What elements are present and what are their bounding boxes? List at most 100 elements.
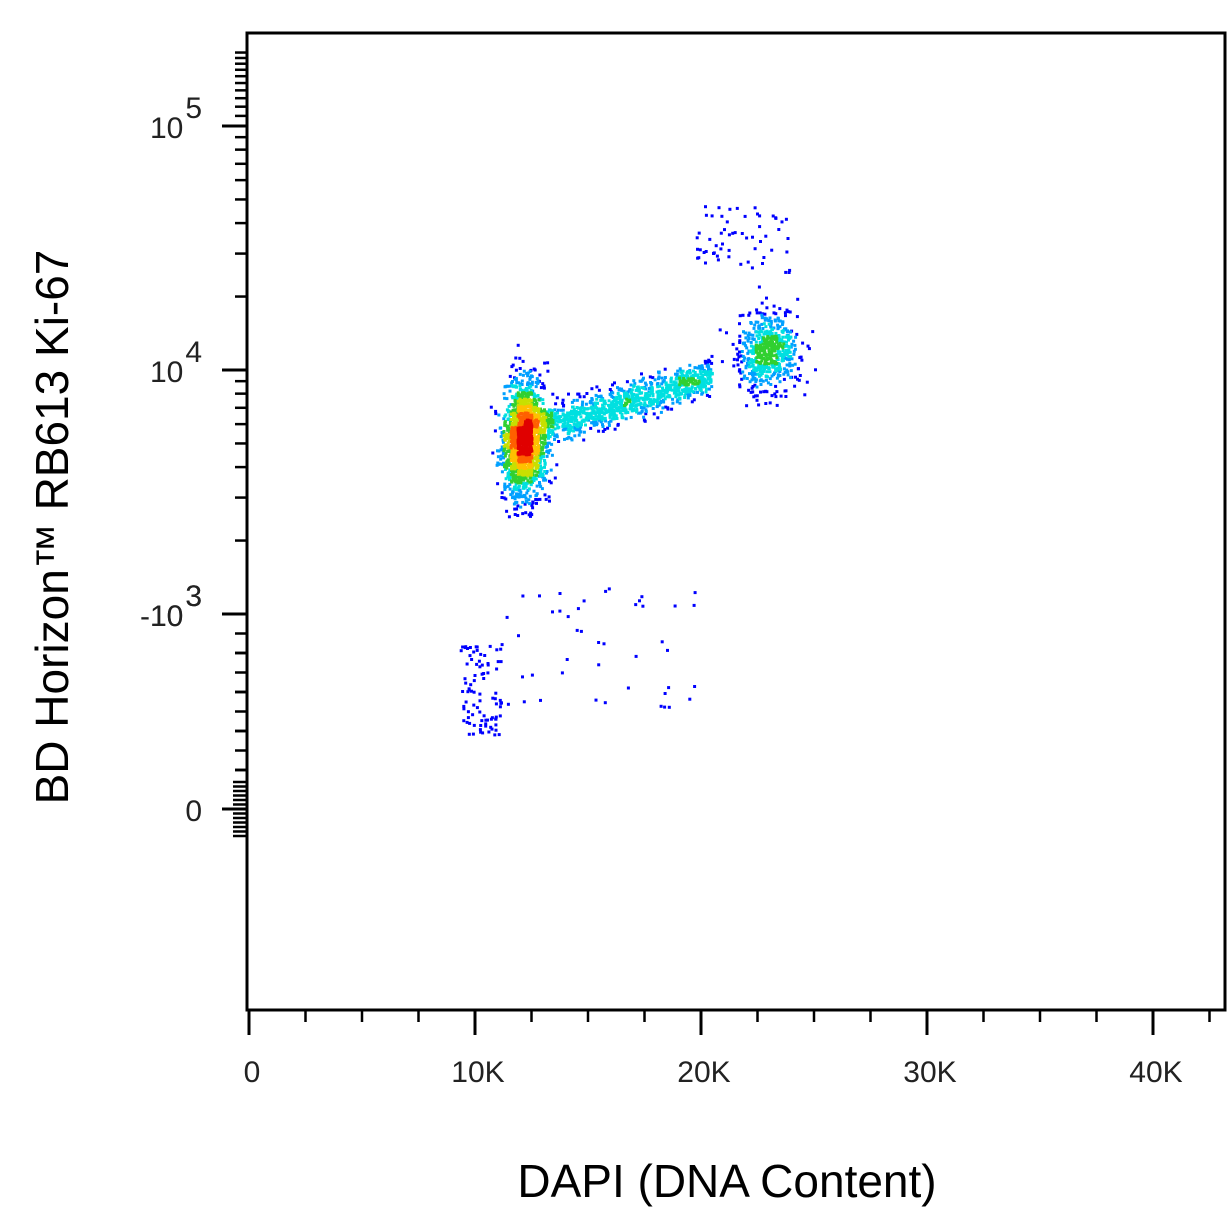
- event-point: [570, 438, 574, 442]
- event-point: [503, 385, 507, 389]
- event-point: [510, 441, 514, 445]
- event-point: [710, 354, 714, 358]
- event-point: [797, 378, 801, 382]
- event-point: [471, 713, 475, 717]
- event-point: [528, 422, 532, 426]
- event-point: [653, 378, 657, 382]
- event-point: [657, 403, 661, 407]
- event-point: [549, 481, 553, 485]
- event-point: [522, 476, 526, 480]
- event-point: [765, 296, 768, 300]
- event-point: [528, 442, 532, 446]
- event-point: [520, 406, 523, 410]
- event-point: [531, 476, 534, 480]
- event-point: [517, 484, 521, 488]
- event-point: [597, 641, 601, 644]
- event-point: [534, 477, 537, 481]
- event-point: [644, 387, 648, 391]
- event-point: [504, 423, 508, 427]
- event-point: [572, 398, 576, 402]
- event-point: [579, 629, 583, 633]
- event-point: [541, 474, 545, 478]
- event-point: [678, 383, 682, 387]
- event-point: [544, 497, 548, 501]
- event-point: [639, 406, 643, 409]
- y-tick-label-exponent: 4: [185, 336, 202, 369]
- event-point: [674, 381, 678, 385]
- event-point: [738, 383, 742, 387]
- event-point: [626, 400, 630, 404]
- event-point: [670, 388, 674, 392]
- event-point: [538, 453, 541, 457]
- event-point: [792, 339, 796, 343]
- event-point: [499, 660, 503, 664]
- event-point: [807, 347, 811, 351]
- event-point: [738, 368, 742, 372]
- event-point: [762, 356, 766, 360]
- event-point: [709, 379, 713, 383]
- event-point: [750, 364, 754, 368]
- event-point: [779, 344, 783, 348]
- event-point: [785, 363, 789, 367]
- event-point: [778, 341, 782, 345]
- event-point: [528, 480, 532, 484]
- event-point: [595, 385, 599, 389]
- event-point: [716, 258, 720, 262]
- event-point: [782, 340, 786, 344]
- event-point: [719, 231, 723, 235]
- event-point: [774, 353, 778, 357]
- event-point: [532, 445, 536, 448]
- event-point: [777, 335, 781, 339]
- event-point: [775, 376, 779, 380]
- event-point: [517, 464, 521, 468]
- event-point: [553, 427, 557, 431]
- event-point: [704, 372, 708, 376]
- event-point: [728, 207, 732, 211]
- event-point: [762, 364, 766, 368]
- event-point: [684, 386, 688, 390]
- event-point: [535, 377, 539, 381]
- event-point: [592, 423, 596, 427]
- event-point: [534, 394, 538, 398]
- event-point: [516, 427, 520, 431]
- event-point: [517, 436, 521, 440]
- event-point: [570, 415, 574, 419]
- event-point: [671, 397, 674, 401]
- event-point: [516, 396, 520, 400]
- event-point: [775, 390, 779, 394]
- event-point: [624, 411, 628, 415]
- event-point: [664, 405, 668, 409]
- event-point: [500, 496, 504, 499]
- event-point: [544, 478, 548, 482]
- event-point: [508, 476, 512, 479]
- event-point: [527, 468, 531, 472]
- event-point: [762, 351, 766, 355]
- event-point: [787, 355, 791, 359]
- event-point: [686, 370, 690, 374]
- event-point: [584, 402, 588, 406]
- event-point: [753, 206, 757, 210]
- event-point: [610, 391, 614, 395]
- event-point: [620, 387, 623, 391]
- event-point: [530, 449, 534, 453]
- event-point: [522, 418, 526, 422]
- event-point: [486, 718, 489, 722]
- event-point: [570, 420, 574, 423]
- event-point: [765, 330, 769, 333]
- event-point: [505, 459, 509, 463]
- event-point: [756, 352, 760, 355]
- event-point: [514, 501, 518, 505]
- event-point: [561, 401, 565, 405]
- event-point: [471, 732, 475, 736]
- event-point: [506, 433, 510, 437]
- event-point: [528, 502, 532, 506]
- event-point: [521, 512, 525, 516]
- event-point: [475, 645, 479, 649]
- event-point: [503, 463, 507, 467]
- event-point: [534, 494, 538, 498]
- event-point: [543, 462, 547, 466]
- event-point: [650, 382, 654, 385]
- event-point: [618, 387, 621, 391]
- event-point: [741, 370, 745, 374]
- event-point: [479, 724, 483, 727]
